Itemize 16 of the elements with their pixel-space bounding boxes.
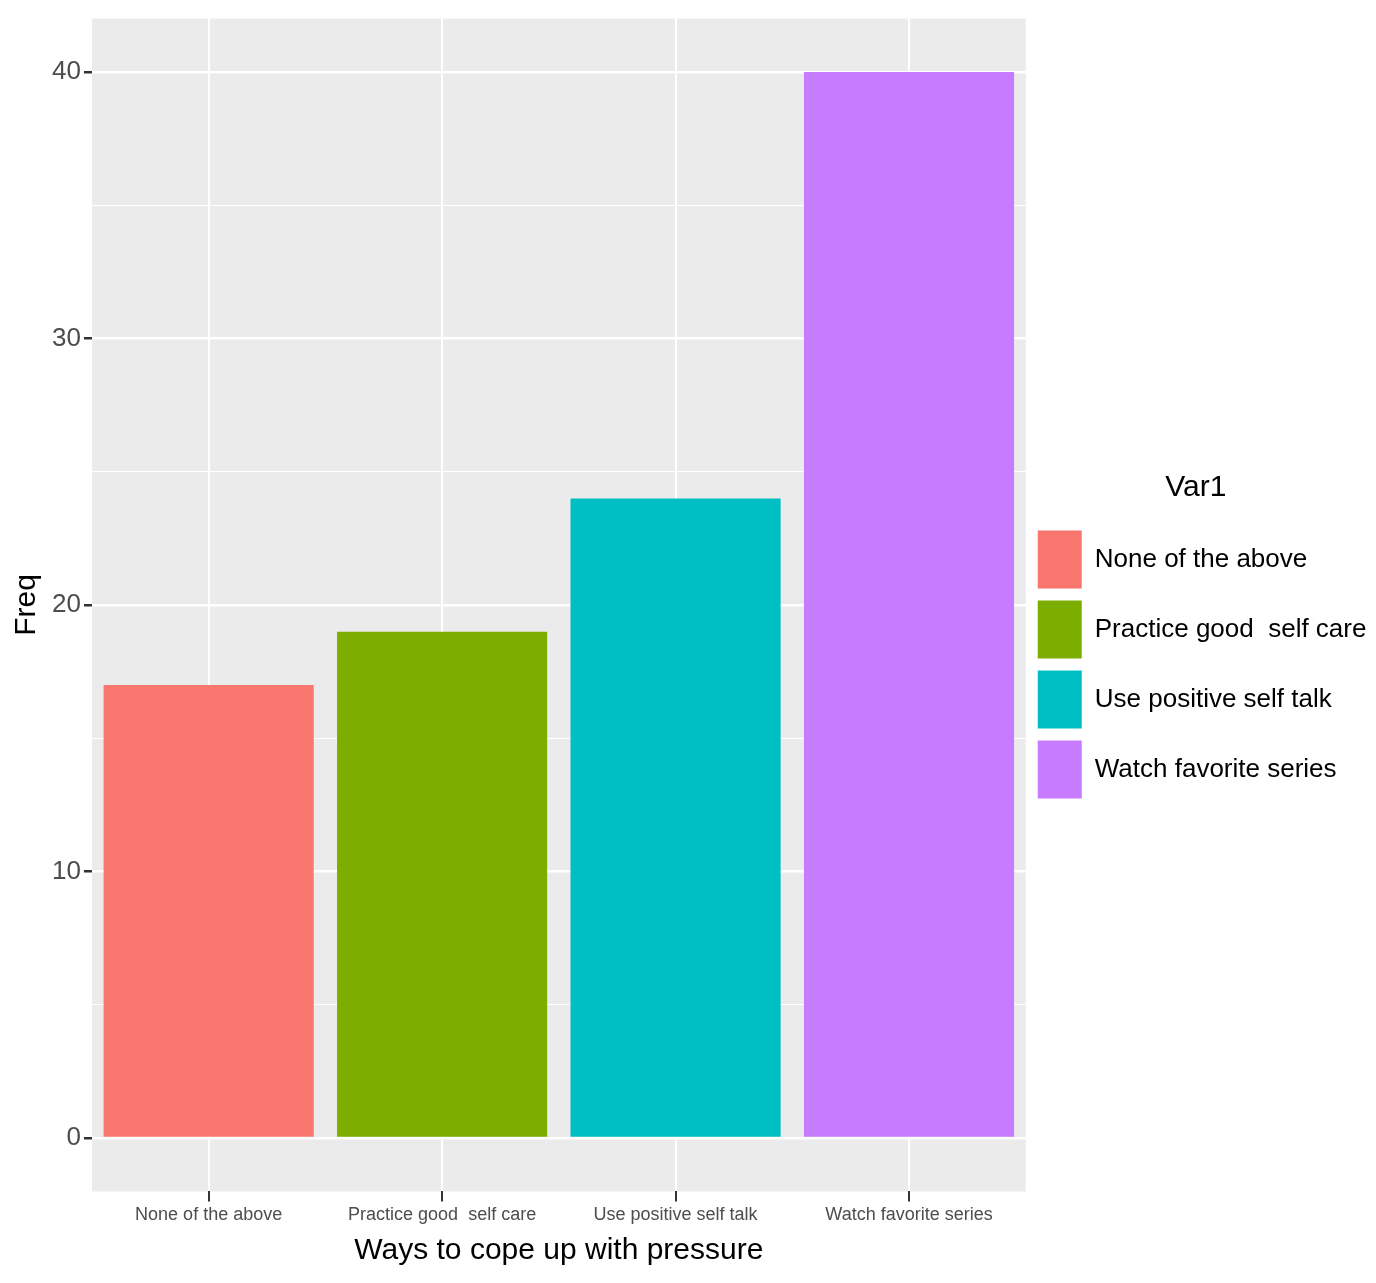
x-axis-title: Ways to cope up with pressure	[354, 1232, 764, 1266]
legend-label: Practice good self care	[1094, 612, 1367, 643]
legend-title: Var1	[1165, 468, 1227, 502]
x-tick-label: None of the above	[135, 1204, 283, 1225]
y-axis-title: Freq	[8, 574, 42, 636]
x-tick-label: Practice good self care	[348, 1204, 537, 1225]
y-tick-label: 20	[52, 588, 81, 619]
x-tick-label: Watch favorite series	[825, 1204, 993, 1225]
y-tick-label: 0	[66, 1121, 81, 1152]
x-tick-label: Use positive self talk	[593, 1204, 759, 1225]
y-tick-label: 40	[52, 55, 81, 86]
y-tick-label: 10	[52, 854, 81, 885]
y-tick-label: 30	[52, 321, 81, 352]
legend-label: None of the above	[1094, 542, 1308, 573]
legend-label: Use positive self talk	[1094, 682, 1333, 713]
legend-label: Watch favorite series	[1094, 752, 1337, 783]
